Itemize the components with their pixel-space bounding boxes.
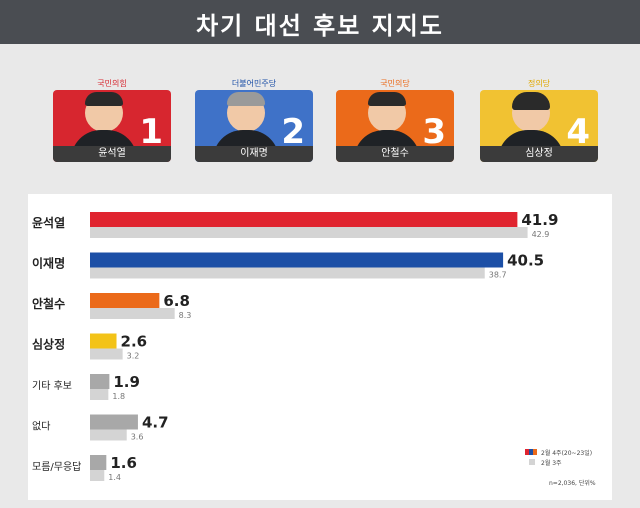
value-label-current: 6.8 — [163, 292, 190, 310]
chart-title: 차기 대선 후보 지지도 — [196, 12, 444, 40]
bar-current — [90, 414, 138, 430]
chart-panel: 윤석열 41.9 42.9 이재명 40.5 38.7 안철수 6.8 8.3 심상정 2.6 3.2… — [28, 194, 612, 500]
value-label-previous: 3.2 — [127, 352, 140, 361]
bar-current — [90, 212, 518, 227]
sample-note: n=2,036, 단위% — [549, 479, 596, 487]
candidate-number: 2 — [281, 112, 305, 152]
value-label-previous: 42.9 — [532, 230, 550, 239]
bar-current — [90, 455, 107, 470]
bar-chart: 윤석열 41.942.9 이재명 40.538.7 안철수 6.88.3 심상정 2.63.2… — [32, 211, 596, 487]
bar-previous — [90, 227, 528, 238]
candidate-hair — [512, 92, 550, 110]
candidate-photo-card: 4 심상정 — [480, 90, 598, 162]
bar-previous — [90, 470, 105, 481]
candidate-hair — [368, 92, 406, 106]
legend-swatch-current — [529, 449, 533, 455]
candidate-number: 4 — [566, 112, 590, 152]
value-label-previous: 8.3 — [179, 311, 192, 320]
bar-current — [90, 374, 110, 389]
category-label: 기타 후보 — [32, 380, 72, 392]
value-label-previous: 3.6 — [131, 433, 144, 442]
value-label-previous: 38.7 — [489, 271, 507, 280]
category-label: 없다 — [32, 420, 50, 433]
legend-swatch-previous — [529, 459, 535, 465]
candidate-name: 이재명 — [195, 146, 313, 162]
party-label: 국민의힘 — [97, 79, 127, 88]
legend-swatch-current — [525, 449, 529, 455]
bar-previous — [90, 348, 123, 360]
bar-current — [90, 333, 117, 349]
party-label: 더불어민주당 — [231, 79, 277, 88]
category-label: 모름/무응답 — [32, 461, 81, 473]
bar-previous — [90, 429, 127, 441]
bar-previous — [90, 389, 109, 400]
bar-current — [90, 293, 160, 308]
category-label: 안철수 — [32, 296, 65, 311]
legend-label-current: 2월 4주(20~23일) — [541, 449, 592, 457]
candidate-hair — [227, 92, 265, 106]
candidate-number: 1 — [139, 112, 163, 152]
category-label: 윤석열 — [32, 215, 65, 230]
candidate-name: 안철수 — [336, 146, 454, 162]
value-label-current: 41.9 — [521, 211, 558, 229]
header-bar — [0, 0, 640, 44]
candidate-name: 심상정 — [480, 146, 598, 162]
category-label: 이재명 — [32, 256, 65, 271]
value-label-previous: 1.4 — [108, 473, 121, 482]
legend-swatch-current — [533, 449, 537, 455]
value-label-previous: 1.8 — [112, 392, 125, 401]
value-label-current: 40.5 — [507, 252, 544, 270]
party-label: 국민의당 — [380, 79, 410, 88]
bar-current — [90, 252, 504, 268]
candidate-hair — [85, 92, 123, 106]
candidate-card-3: 국민의당 3 안철수 — [336, 78, 454, 162]
bar-previous — [90, 308, 175, 319]
candidate-number: 3 — [422, 112, 446, 152]
candidate-name: 윤석열 — [53, 146, 171, 162]
candidate-photo-card: 2 이재명 — [195, 90, 313, 162]
candidate-photo-card: 3 안철수 — [336, 90, 454, 162]
value-label-current: 4.7 — [142, 414, 169, 432]
category-label: 심상정 — [32, 337, 65, 352]
value-label-current: 1.6 — [110, 454, 137, 472]
candidate-photo-card: 1 윤석열 — [53, 90, 171, 162]
value-label-current: 1.9 — [113, 373, 140, 391]
candidate-card-4: 정의당 4 심상정 — [480, 78, 598, 162]
value-label-current: 2.6 — [121, 333, 148, 351]
candidate-card-1: 국민의힘 1 윤석열 — [53, 78, 171, 162]
party-label: 정의당 — [527, 79, 551, 88]
candidate-card-2: 더불어민주당 2 이재명 — [195, 78, 313, 162]
bar-previous — [90, 267, 485, 279]
legend-label-previous: 2월 3주 — [541, 459, 562, 467]
